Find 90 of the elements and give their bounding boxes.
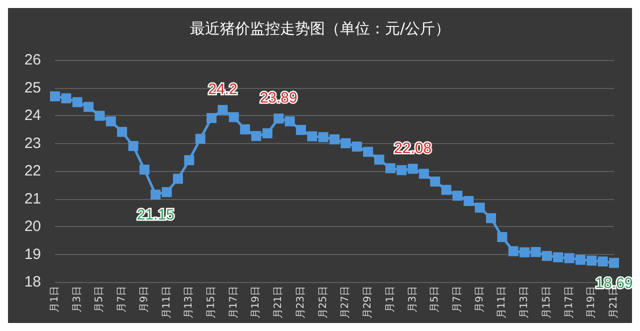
point (72, 97, 82, 108)
y-tick-label: 18 (24, 274, 41, 290)
y-tick-label: 23 (24, 134, 41, 152)
point (139, 164, 150, 175)
point (486, 213, 496, 224)
x-tick-label: 月17日 (564, 286, 575, 319)
point (340, 138, 351, 148)
point (218, 104, 228, 115)
point (50, 91, 60, 102)
point (284, 116, 295, 126)
point (542, 250, 552, 261)
point (206, 112, 217, 123)
x-tick-label: 月21日 (273, 286, 284, 319)
x-tick-label: 月27日 (340, 286, 352, 319)
point (385, 163, 396, 174)
y-tick-label: 21 (24, 190, 41, 208)
point (464, 196, 474, 206)
x-tick-label: 月7日 (452, 286, 463, 312)
point (228, 112, 239, 122)
x-tick-label: 月29日 (362, 286, 374, 319)
x-tick-label: 月5日 (94, 286, 106, 312)
x-tick-label: 月19日 (586, 286, 598, 319)
point (452, 190, 462, 201)
point (575, 254, 586, 265)
x-tick-label: 月3日 (72, 286, 83, 312)
point (94, 110, 105, 121)
point (162, 187, 172, 198)
point (408, 164, 418, 174)
chart-title: 最近猪价监控走势图（单位：元/公斤） (190, 20, 450, 38)
x-tick-label: 月15日 (541, 286, 552, 319)
point (150, 190, 161, 200)
point (240, 124, 250, 134)
data-label: 24.2 (208, 80, 238, 98)
point (318, 132, 328, 142)
point (374, 154, 384, 165)
point (195, 134, 206, 144)
y-tick-label: 19 (24, 246, 41, 263)
point (184, 155, 194, 166)
point (441, 184, 452, 195)
point (418, 168, 429, 179)
x-tick-label: 月1日 (50, 286, 60, 312)
point (520, 247, 530, 258)
x-tick-label: 月15日 (206, 286, 218, 319)
y-tick-label: 25 (24, 79, 41, 96)
point (430, 176, 440, 187)
x-tick-label: 月13日 (184, 286, 195, 319)
point (352, 142, 362, 152)
x-tick-label: 月3日 (407, 286, 418, 312)
point (61, 93, 72, 104)
data-label: 23.89 (260, 90, 298, 107)
point (307, 131, 318, 142)
point (564, 253, 574, 264)
point (497, 232, 508, 242)
point (251, 131, 262, 142)
y-tick-label: 20 (24, 218, 41, 235)
x-tick-label: 月7日 (116, 286, 128, 312)
point (330, 134, 340, 144)
data-label: 21.15 (136, 206, 174, 224)
point (128, 141, 138, 152)
point (106, 116, 116, 126)
y-tick-label: 24 (24, 107, 41, 124)
x-tick-label: 月19日 (250, 286, 262, 319)
x-tick-label: 月11日 (161, 286, 172, 319)
point (508, 246, 518, 256)
point (553, 252, 564, 262)
point (586, 256, 597, 266)
x-tick-label: 月1日 (384, 286, 396, 312)
point (84, 102, 94, 112)
point (530, 247, 541, 258)
point (474, 202, 485, 213)
point (274, 114, 284, 124)
point (296, 124, 306, 135)
point (363, 146, 374, 157)
x-tick-label: 月13日 (519, 286, 530, 319)
point (396, 165, 407, 176)
point (172, 174, 183, 184)
point (117, 126, 128, 137)
x-tick-label: 月11日 (496, 286, 508, 319)
x-tick-label: 月17日 (228, 286, 240, 319)
x-tick-label: 月9日 (474, 286, 486, 312)
data-label: 22.08 (394, 140, 432, 157)
point (609, 258, 619, 268)
x-tick-label: 月9日 (138, 286, 150, 312)
point (598, 256, 608, 266)
point (262, 128, 272, 138)
y-tick-label: 22 (24, 162, 41, 180)
x-tick-label: 月25日 (318, 286, 329, 319)
y-tick-label: 26 (24, 52, 41, 68)
x-tick-label: 月23日 (295, 286, 306, 319)
x-tick-label: 月5日 (430, 286, 441, 312)
